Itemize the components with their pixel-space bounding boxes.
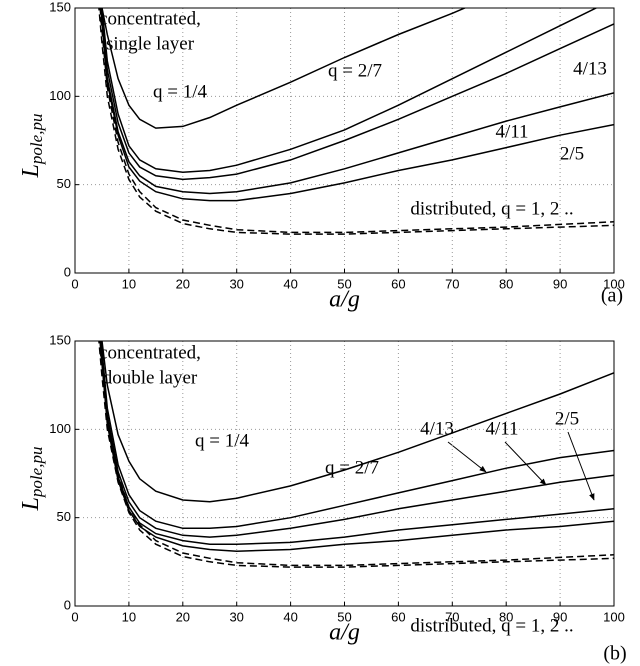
line — [101, 8, 598, 174]
annotation: q = 1/4 — [195, 430, 249, 451]
x-tick-label: 0 — [71, 609, 78, 624]
x-tick-label: 100 — [603, 276, 625, 291]
annotation: distributed, q = 1, 2 .. — [410, 198, 573, 219]
annotation: concentrated, — [99, 8, 201, 29]
annotation: 4/11 — [485, 418, 518, 439]
annotation: 2/5 — [555, 408, 579, 429]
line — [100, 341, 614, 530]
line — [98, 341, 614, 568]
y-tick-label: 100 — [49, 421, 71, 436]
annotation: concentrated, — [99, 342, 201, 363]
line — [99, 8, 614, 234]
annotation: 4/13 — [420, 418, 454, 439]
arrows — [447, 431, 595, 501]
x-axis-label: a/g — [329, 287, 360, 313]
x-tick-label: 50 — [337, 276, 351, 291]
line — [99, 341, 614, 552]
curves — [98, 341, 614, 568]
annotation: 4/11 — [495, 121, 528, 142]
arrow — [447, 441, 487, 473]
plot-frame — [74, 340, 615, 607]
line — [100, 341, 614, 538]
line — [99, 341, 614, 545]
plot-frame — [74, 7, 615, 274]
x-tick-label: 20 — [176, 276, 190, 291]
y-axis-label-sub: pole,pu — [27, 114, 46, 166]
line — [101, 8, 614, 181]
panel: 0 10 20 30 40 50 60 70 80 90 100 0 50 100 150 concentra… — [18, 0, 625, 313]
line — [101, 341, 614, 503]
x-tick-label: 10 — [122, 276, 136, 291]
x-tick-label: 30 — [229, 609, 243, 624]
y-tick-label: 0 — [64, 597, 71, 612]
line — [101, 8, 467, 129]
y-axis-label-sub: pole,pu — [27, 447, 46, 499]
annotation: q = 2/7 — [325, 457, 379, 478]
annotation: q = 1/4 — [153, 81, 207, 102]
y-axis-label-main: L — [18, 164, 44, 178]
y-tick-label: 150 — [49, 332, 71, 347]
x-tick-label: 70 — [445, 276, 459, 291]
x-tick-label: 100 — [603, 609, 625, 624]
x-tick-label: 60 — [391, 609, 405, 624]
y-tick-label: 0 — [64, 264, 71, 279]
annotation: q = 2/7 — [328, 60, 382, 81]
y-axis-label: Lpole,pu — [18, 114, 46, 179]
panel-label: (b) — [603, 643, 626, 665]
x-tick-label: 50 — [337, 609, 351, 624]
line — [100, 8, 614, 202]
y-axis-label: Lpole,pu — [18, 447, 46, 512]
x-tick-label: 80 — [499, 609, 513, 624]
x-tick-label: 0 — [71, 276, 78, 291]
annotation: distributed, q = 1, 2 .. — [410, 615, 573, 636]
arrow — [567, 431, 595, 501]
annotation: double layer — [103, 367, 198, 388]
x-tick-label: 10 — [122, 609, 136, 624]
y-tick-label: 50 — [57, 176, 71, 191]
x-tick-label: 40 — [283, 276, 297, 291]
annotation: 4/13 — [573, 58, 607, 79]
x-tick-label: 90 — [553, 276, 567, 291]
panel: 0 10 20 30 40 50 60 70 80 90 100 0 50 100 150 concentra… — [18, 332, 627, 665]
arrow — [504, 441, 547, 486]
x-tick-label: 90 — [553, 609, 567, 624]
panel-label: (a) — [601, 285, 623, 307]
curves — [98, 8, 614, 235]
y-axis-label-main: L — [18, 497, 44, 511]
y-tick-label: 100 — [49, 88, 71, 103]
annotation: 2/5 — [560, 143, 584, 164]
y-tick-label: 50 — [57, 509, 71, 524]
annotation: single layer — [106, 33, 195, 54]
x-tick-label: 80 — [499, 276, 513, 291]
x-tick-label: 20 — [176, 609, 190, 624]
x-tick-label: 70 — [445, 609, 459, 624]
line — [98, 8, 614, 235]
y-tick-label: 150 — [49, 0, 71, 14]
x-tick-label: 30 — [229, 276, 243, 291]
x-axis-label: a/g — [329, 620, 360, 646]
line — [99, 341, 614, 567]
x-tick-label: 60 — [391, 276, 405, 291]
x-tick-label: 40 — [283, 609, 297, 624]
